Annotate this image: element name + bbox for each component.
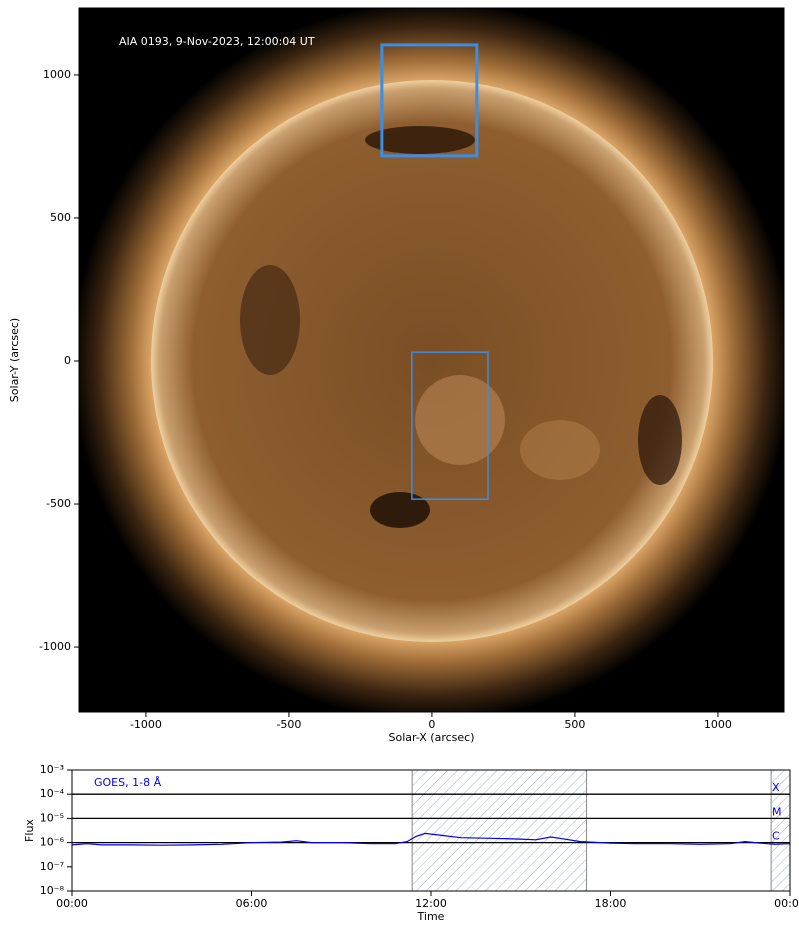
x-tick-label: 0 <box>428 718 435 731</box>
axes-frame <box>78 7 785 713</box>
solar-image <box>79 8 784 712</box>
y-tick-label: 10⁻⁸ <box>40 884 65 897</box>
x-tick-label: 1000 <box>704 718 732 731</box>
x-tick-label: 00:00 <box>774 897 799 910</box>
y-axis-label: Solar-Y (arcsec) <box>8 318 21 402</box>
level-label: M <box>772 805 782 818</box>
x-tick-label: -1000 <box>130 718 162 731</box>
plots: AIA 0193, 9-Nov-2023, 12:00:04 UT -1000 -5… <box>8 7 799 923</box>
y-tick-label: 10⁻⁵ <box>40 811 64 824</box>
shaded-interval <box>411 769 588 892</box>
x-tick-label: 00:00 <box>56 897 88 910</box>
image-annotation: AIA 0193, 9-Nov-2023, 12:00:04 UT <box>119 35 315 48</box>
flux-line <box>71 832 791 846</box>
x-axis-label: Time <box>417 910 445 923</box>
x-tick-label: 18:00 <box>595 897 627 910</box>
x-tick-label: 06:00 <box>236 897 268 910</box>
y-tick-label: 10⁻⁶ <box>40 836 65 849</box>
plot-annotation: GOES, 1-8 Å <box>94 776 162 789</box>
y-tick-label: 500 <box>50 211 71 224</box>
y-tick-label: 10⁻⁴ <box>40 787 65 800</box>
level-label: X <box>772 781 780 794</box>
y-tick-label: 1000 <box>43 68 71 81</box>
region-box <box>380 43 479 158</box>
y-tick-label: 10⁻³ <box>40 763 64 776</box>
axes-frame <box>71 769 791 892</box>
region-box <box>411 351 489 500</box>
y-axis-label: Flux <box>23 819 36 842</box>
x-axis-label: Solar-X (arcsec) <box>389 731 475 744</box>
level-label: C <box>772 830 780 843</box>
x-tick-label: 12:00 <box>415 897 447 910</box>
x-tick-label: -500 <box>276 718 301 731</box>
y-tick-label: 0 <box>64 354 71 367</box>
x-tick-label: 500 <box>564 718 585 731</box>
y-tick-label: -1000 <box>39 640 71 653</box>
y-tick-label: -500 <box>46 497 71 510</box>
y-tick-label: 10⁻⁷ <box>40 860 64 873</box>
